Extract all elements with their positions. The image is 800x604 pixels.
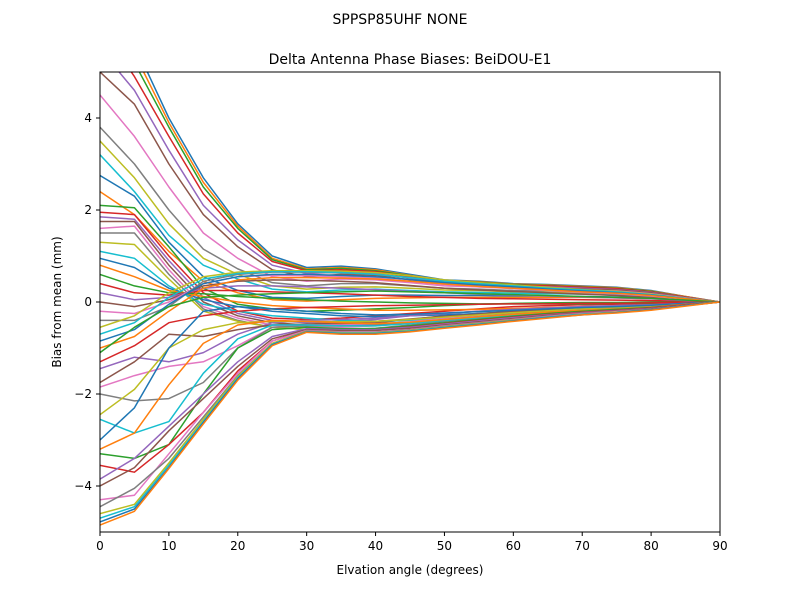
series-lines — [100, 72, 720, 526]
series-line-33 — [100, 290, 720, 354]
x-tick-label: 80 — [643, 539, 658, 553]
series-line-38 — [100, 301, 720, 402]
series-line-14 — [100, 211, 720, 321]
series-line-24 — [100, 282, 720, 303]
series-line-6 — [100, 72, 720, 303]
x-tick-label: 50 — [437, 539, 452, 553]
y-tick-label: 0 — [84, 295, 92, 309]
y-tick-label: 4 — [84, 111, 92, 125]
x-tick-label: 40 — [368, 539, 383, 553]
x-tick-label: 0 — [96, 539, 104, 553]
y-axis-ticks: −4 −2 0 2 4 — [74, 111, 100, 493]
series-line-41 — [100, 301, 720, 441]
x-tick-label: 20 — [230, 539, 245, 553]
series-line-39 — [100, 301, 720, 416]
y-tick-label: −2 — [74, 387, 92, 401]
y-tick-label: 2 — [84, 203, 92, 217]
x-tick-label: 30 — [299, 539, 314, 553]
series-line-35 — [100, 301, 720, 370]
x-axis-label: Elvation angle (degrees) — [337, 563, 484, 577]
figure-suptitle: SPPSP85UHF NONE — [332, 12, 467, 28]
x-tick-label: 70 — [575, 539, 590, 553]
series-line-30 — [100, 270, 720, 335]
x-tick-label: 90 — [712, 539, 727, 553]
series-line-4 — [130, 72, 720, 303]
series-line-34 — [100, 301, 720, 363]
x-tick-label: 10 — [161, 539, 176, 553]
chart-title: Delta Antenna Phase Biases: BeiDOU-E1 — [269, 52, 552, 68]
series-line-32 — [100, 276, 720, 349]
series-line-26 — [100, 279, 720, 308]
series-line-52 — [100, 301, 720, 526]
y-axis-label: Bias from mean (mm) — [50, 236, 64, 367]
y-tick-label: −4 — [74, 479, 92, 493]
x-tick-label: 60 — [506, 539, 521, 553]
x-axis-ticks: 0 10 20 30 40 50 60 70 80 90 — [96, 532, 728, 553]
